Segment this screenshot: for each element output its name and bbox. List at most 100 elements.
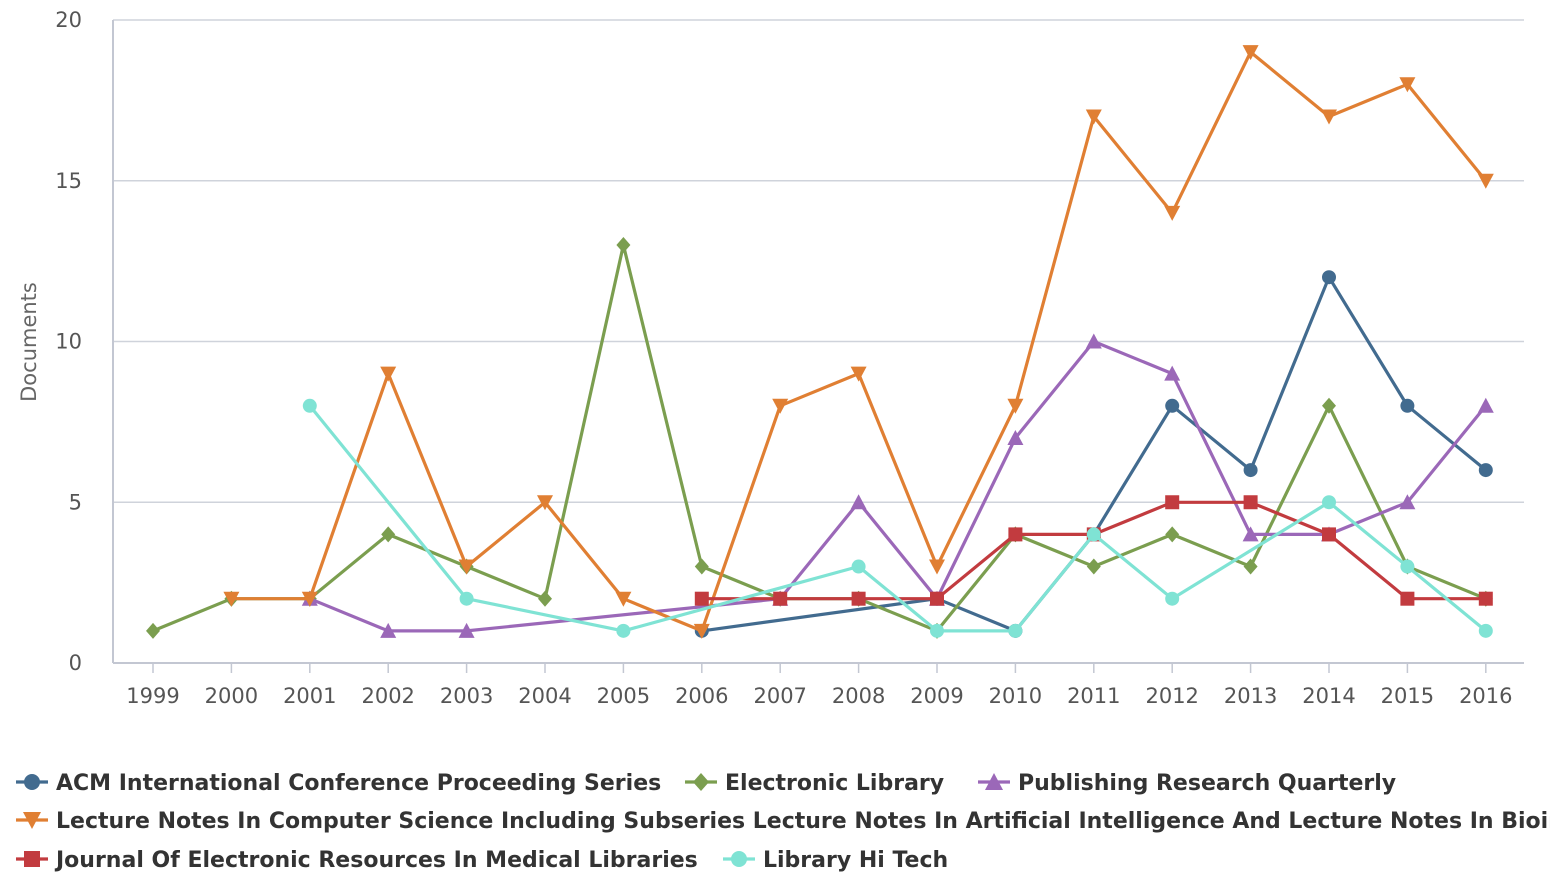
x-tick-label: 2015 [1381,684,1434,708]
y-tick-label: 10 [55,330,82,354]
data-point [1321,109,1337,125]
x-tick-label: 2010 [989,684,1042,708]
x-tick-label: 2001 [283,684,336,708]
data-point [1322,495,1336,510]
series-layer [146,45,1494,639]
data-point [1322,527,1336,542]
data-point [850,494,867,510]
data-point [459,591,474,606]
legend-item: Library Hi Tech [723,848,948,873]
data-point [1400,591,1415,606]
data-point [1165,591,1180,606]
data-point [694,591,709,606]
x-tick-label: 2013 [1224,684,1277,708]
data-point [1399,494,1416,510]
data-point [1242,45,1259,61]
data-point [1478,591,1493,606]
data-point [1086,527,1101,542]
data-point [538,590,552,607]
x-tick-label: 2006 [675,684,728,708]
data-point [1085,109,1102,125]
y-tick-label: 20 [55,8,82,32]
data-point [1478,623,1493,638]
data-point [1399,77,1416,93]
x-tick-label: 2014 [1302,684,1355,708]
data-point [301,591,318,607]
data-point [1085,333,1102,349]
legend-marker [693,773,709,791]
legend-label: Journal Of Electronic Resources In Medic… [54,848,698,872]
x-tick-label: 2016 [1459,684,1512,708]
data-point [930,591,944,606]
x-tick-label: 2012 [1145,684,1198,708]
x-tick-label: 2007 [753,684,806,708]
data-point [772,398,789,414]
data-point [693,623,710,639]
data-point [615,591,632,607]
legend-marker [23,812,41,829]
data-point [1008,623,1023,638]
legend-item: Lecture Notes In Computer Science Includ… [16,809,1550,834]
series-line [152,243,1487,633]
legend-marker [985,773,1003,790]
x-tick-label: 1999 [126,684,179,708]
legend-label: Electronic Library [725,771,944,796]
data-point [1008,527,1023,542]
series-line [309,339,1488,633]
x-tick-label: 2011 [1067,684,1120,708]
x-axis: 1999 2000 2001 2002 2003 2004 2005 2006 2007 2008… [126,663,1513,708]
legend: ACM International Conference Proceeding … [16,771,1550,873]
legend-item: ACM International Conference Proceeding … [16,771,661,796]
legend-marker [24,774,40,790]
data-point [302,398,317,413]
data-point [773,591,788,606]
data-point [929,559,945,575]
data-point [1243,495,1258,510]
data-point [851,591,866,606]
data-point [850,366,867,382]
y-tick-label: 0 [69,651,82,675]
legend-label: ACM International Conference Proceeding … [56,771,661,796]
data-point [1322,397,1336,414]
data-point [223,591,240,607]
y-tick-label: 15 [55,169,82,193]
data-point [1322,270,1336,285]
x-tick-label: 2000 [205,684,258,708]
data-point [1164,365,1181,381]
legend-label: Library Hi Tech [763,848,948,872]
data-point [1477,173,1494,189]
series-1 [694,270,1493,638]
x-tick-label: 2008 [832,684,885,708]
x-tick-label: 2005 [597,684,650,708]
legend-item: Publishing Research Quarterly [978,771,1396,796]
legend-label: Lecture Notes In Computer Science Includ… [56,809,1550,834]
legend-item: Electronic Library [685,771,944,796]
data-point [458,559,475,575]
x-tick-label: 2004 [518,684,571,708]
data-point [1007,398,1024,414]
series-line [308,404,1487,633]
data-point [1243,463,1258,478]
series-4 [223,45,1494,639]
legend-label: Publishing Research Quarterly [1018,771,1396,796]
x-tick-label: 2002 [361,684,414,708]
data-point [1400,398,1415,413]
data-point [1243,558,1258,575]
x-tick-label: 2003 [440,684,493,708]
data-point [380,622,397,638]
data-point [694,558,709,575]
y-tick-label: 5 [69,490,82,514]
legend-marker [731,851,747,867]
y-axis-title: Documents [17,282,41,402]
series-5 [694,495,1493,606]
data-point [1007,429,1024,445]
data-point [1164,205,1181,221]
data-point [1400,559,1415,574]
data-point [851,559,866,574]
legend-marker [24,851,40,867]
data-point [930,623,944,638]
grid-lines [113,19,1524,664]
data-point [146,622,160,639]
